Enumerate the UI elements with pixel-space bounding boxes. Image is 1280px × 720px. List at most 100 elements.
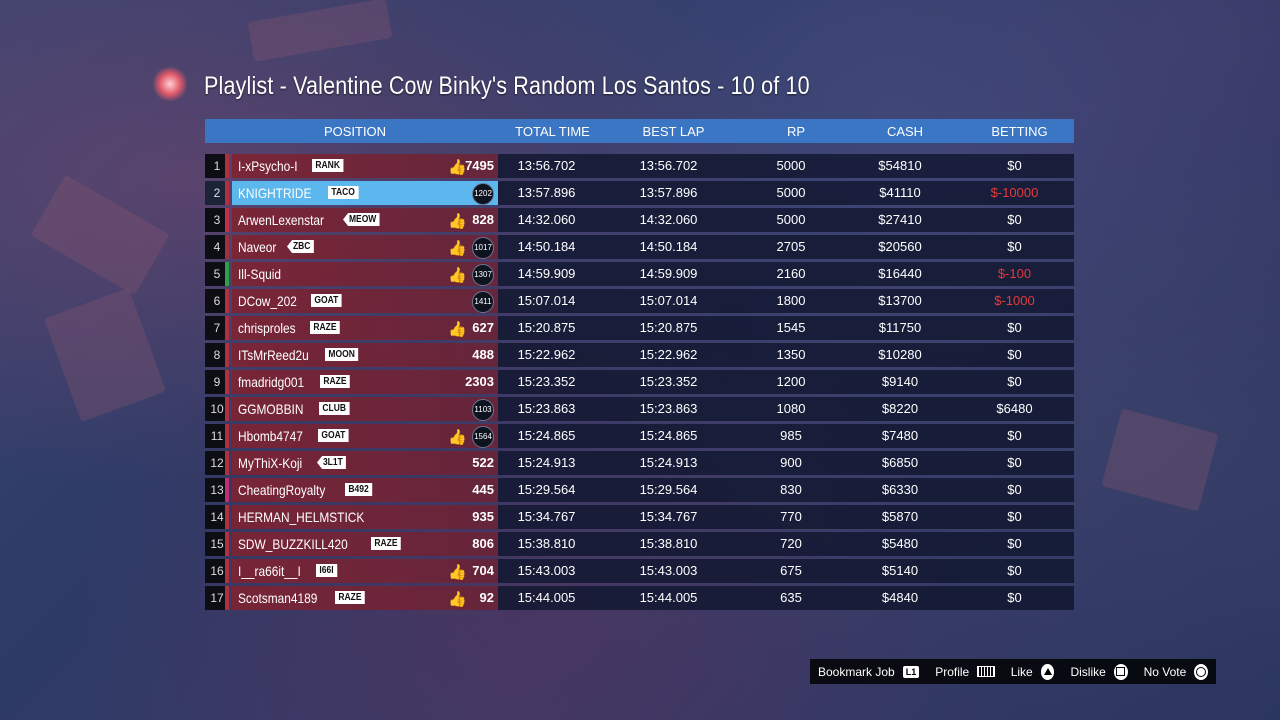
table-row[interactable]: 16 I__ra66it__I I66I 👍 704 15:43.003 15:…: [205, 557, 1074, 584]
total-time-cell: 15:23.352: [517, 374, 576, 389]
table-row[interactable]: 17 Scotsman4189 RAZE 👍 92 15:44.005 15:4…: [205, 584, 1074, 611]
rp-cell: 1545: [776, 320, 806, 335]
player-name: Scotsman4189: [238, 589, 318, 606]
table-row[interactable]: 1 I-xPsycho-I RANK 👍 7495 13:56.702 13:5…: [205, 152, 1074, 179]
cash-cell: $27410: [878, 212, 922, 227]
player-color-bar: [225, 504, 229, 529]
player-name: HERMAN_HELMSTICK: [238, 508, 365, 525]
leaderboard: POSITION TOTAL TIME BEST LAP RP CASH BET…: [205, 119, 1074, 611]
crew-tag: MEOW: [343, 213, 380, 226]
player-name: I-xPsycho-I: [238, 157, 298, 174]
player-color-bar: [225, 585, 229, 610]
player-cell[interactable]: Ill-Squid 👍 1307: [232, 261, 498, 286]
total-time-cell: 15:43.003: [517, 563, 576, 578]
player-cell[interactable]: fmadridg001 RAZE 2303: [232, 369, 498, 394]
player-cell[interactable]: SDW_BUZZKILL420 RAZE 806: [232, 531, 498, 556]
table-row[interactable]: 10 GGMOBBIN CLUB 1103 15:23.863 15:23.86…: [205, 395, 1074, 422]
betting-cell: $-10000: [990, 185, 1039, 200]
player-cell[interactable]: I-xPsycho-I RANK 👍 7495: [232, 153, 498, 178]
player-stats: 13:57.896 13:57.896 5000 $41110 $-10000: [498, 180, 1074, 205]
rank-label: 12: [210, 455, 224, 470]
table-row[interactable]: 2 KNIGHTRIDE TACO 1202 13:57.896 13:57.8…: [205, 179, 1074, 206]
table-row[interactable]: 14 HERMAN_HELMSTICK 935 15:34.767 15:34.…: [205, 503, 1074, 530]
crew-tag: TACO: [328, 186, 359, 199]
player-stats: 15:44.005 15:44.005 635 $4840 $0: [498, 585, 1074, 610]
player-stats: 15:23.863 15:23.863 1080 $8220 $6480: [498, 396, 1074, 421]
table-row[interactable]: 9 fmadridg001 RAZE 2303 15:23.352 15:23.…: [205, 368, 1074, 395]
table-row[interactable]: 11 Hbomb4747 GOAT 👍 1564 15:24.865 15:24…: [205, 422, 1074, 449]
like-label: Like: [1010, 664, 1033, 679]
table-row[interactable]: 6 DCow_202 GOAT 1411 15:07.014 15:07.014…: [205, 287, 1074, 314]
player-cell[interactable]: Hbomb4747 GOAT 👍 1564: [232, 423, 498, 448]
player-cell[interactable]: MyThiX-Koji 3L1T 522: [232, 450, 498, 475]
player-name: CheatingRoyalty: [238, 481, 326, 498]
l1-button-icon[interactable]: L1: [902, 665, 920, 678]
player-stats: 14:32.060 14:32.060 5000 $27410 $0: [498, 207, 1074, 232]
player-name: GGMOBBIN: [238, 400, 304, 417]
player-cell[interactable]: CheatingRoyalty B492 445: [232, 477, 498, 502]
player-stats: 15:29.564 15:29.564 830 $6330 $0: [498, 477, 1074, 502]
button-prompt-bar: Bookmark Job L1 Profile Like Dislike No …: [810, 659, 1216, 684]
player-cell[interactable]: GGMOBBIN CLUB 1103: [232, 396, 498, 421]
player-color-bar: [225, 558, 229, 583]
player-name: SDW_BUZZKILL420: [238, 535, 348, 552]
map-background-block: [1101, 408, 1219, 512]
thumbs-up-icon: 👍: [448, 266, 467, 284]
total-time-cell: 15:38.810: [517, 536, 576, 551]
player-color-bar: [225, 180, 229, 205]
player-cell[interactable]: HERMAN_HELMSTICK 935: [232, 504, 498, 529]
table-row[interactable]: 4 Naveor ZBC 👍 1017 14:50.184 14:50.184 …: [205, 233, 1074, 260]
player-stats: 15:43.003 15:43.003 675 $5140 $0: [498, 558, 1074, 583]
player-color-bar: [225, 153, 229, 178]
rank-number: 3: [205, 207, 229, 232]
table-row[interactable]: 13 CheatingRoyalty B492 445 15:29.564 15…: [205, 476, 1074, 503]
cash-cell: $10280: [878, 347, 922, 362]
player-cell[interactable]: Naveor ZBC 👍 1017: [232, 234, 498, 259]
player-stats: 14:50.184 14:50.184 2705 $20560 $0: [498, 234, 1074, 259]
player-cell[interactable]: DCow_202 GOAT 1411: [232, 288, 498, 313]
total-time-cell: 15:44.005: [517, 590, 576, 605]
touchpad-button-icon[interactable]: [977, 666, 995, 677]
circle-button-icon[interactable]: [1194, 663, 1209, 680]
rank-number: 11: [205, 423, 229, 448]
best-lap-cell: 15:07.014: [639, 293, 698, 308]
total-time-cell: 15:24.865: [517, 428, 576, 443]
table-row[interactable]: 12 MyThiX-Koji 3L1T 522 15:24.913 15:24.…: [205, 449, 1074, 476]
player-level: 1411: [472, 290, 494, 313]
player-stats: 15:38.810 15:38.810 720 $5480 $0: [498, 531, 1074, 556]
table-row[interactable]: 8 ITsMrReed2u MOON 488 15:22.962 15:22.9…: [205, 341, 1074, 368]
betting-cell: $0: [1007, 320, 1022, 335]
player-stats: 15:23.352 15:23.352 1200 $9140 $0: [498, 369, 1074, 394]
player-level: 1307: [472, 263, 494, 286]
cash-cell: $6850: [881, 455, 919, 470]
square-button-icon[interactable]: [1113, 663, 1128, 680]
player-cell[interactable]: I__ra66it__I I66I 👍 704: [232, 558, 498, 583]
cash-cell: $7480: [881, 428, 919, 443]
thumbs-up-icon: 👍: [448, 320, 467, 338]
player-cell[interactable]: chrisproles RAZE 👍 627: [232, 315, 498, 340]
table-row[interactable]: 7 chrisproles RAZE 👍 627 15:20.875 15:20…: [205, 314, 1074, 341]
player-cell[interactable]: KNIGHTRIDE TACO 1202: [232, 180, 498, 205]
player-cell[interactable]: ArwenLexenstar MEOW 👍 828: [232, 207, 498, 232]
player-cell[interactable]: ITsMrReed2u MOON 488: [232, 342, 498, 367]
player-color-bar: [225, 288, 229, 313]
crew-tag: GOAT: [318, 429, 350, 442]
player-stats: 15:34.767 15:34.767 770 $5870 $0: [498, 504, 1074, 529]
triangle-button-icon[interactable]: [1040, 663, 1055, 680]
table-row[interactable]: 3 ArwenLexenstar MEOW 👍 828 14:32.060 14…: [205, 206, 1074, 233]
rank-number: 1: [205, 153, 229, 178]
rank-number: 12: [205, 450, 229, 475]
betting-cell: $0: [1007, 428, 1022, 443]
rank-number: 6: [205, 288, 229, 313]
player-color-bar: [225, 261, 229, 286]
rank-number: 9: [205, 369, 229, 394]
player-cell[interactable]: Scotsman4189 RAZE 👍 92: [232, 585, 498, 610]
table-row[interactable]: 5 Ill-Squid 👍 1307 14:59.909 14:59.909 2…: [205, 260, 1074, 287]
player-level: 627: [472, 319, 494, 335]
betting-cell: $0: [1007, 563, 1022, 578]
betting-cell: $0: [1007, 509, 1022, 524]
table-row[interactable]: 15 SDW_BUZZKILL420 RAZE 806 15:38.810 15…: [205, 530, 1074, 557]
rp-cell: 1080: [776, 401, 806, 416]
leaderboard-rows: 1 I-xPsycho-I RANK 👍 7495 13:56.702 13:5…: [205, 152, 1074, 611]
best-lap-cell: 15:20.875: [639, 320, 698, 335]
